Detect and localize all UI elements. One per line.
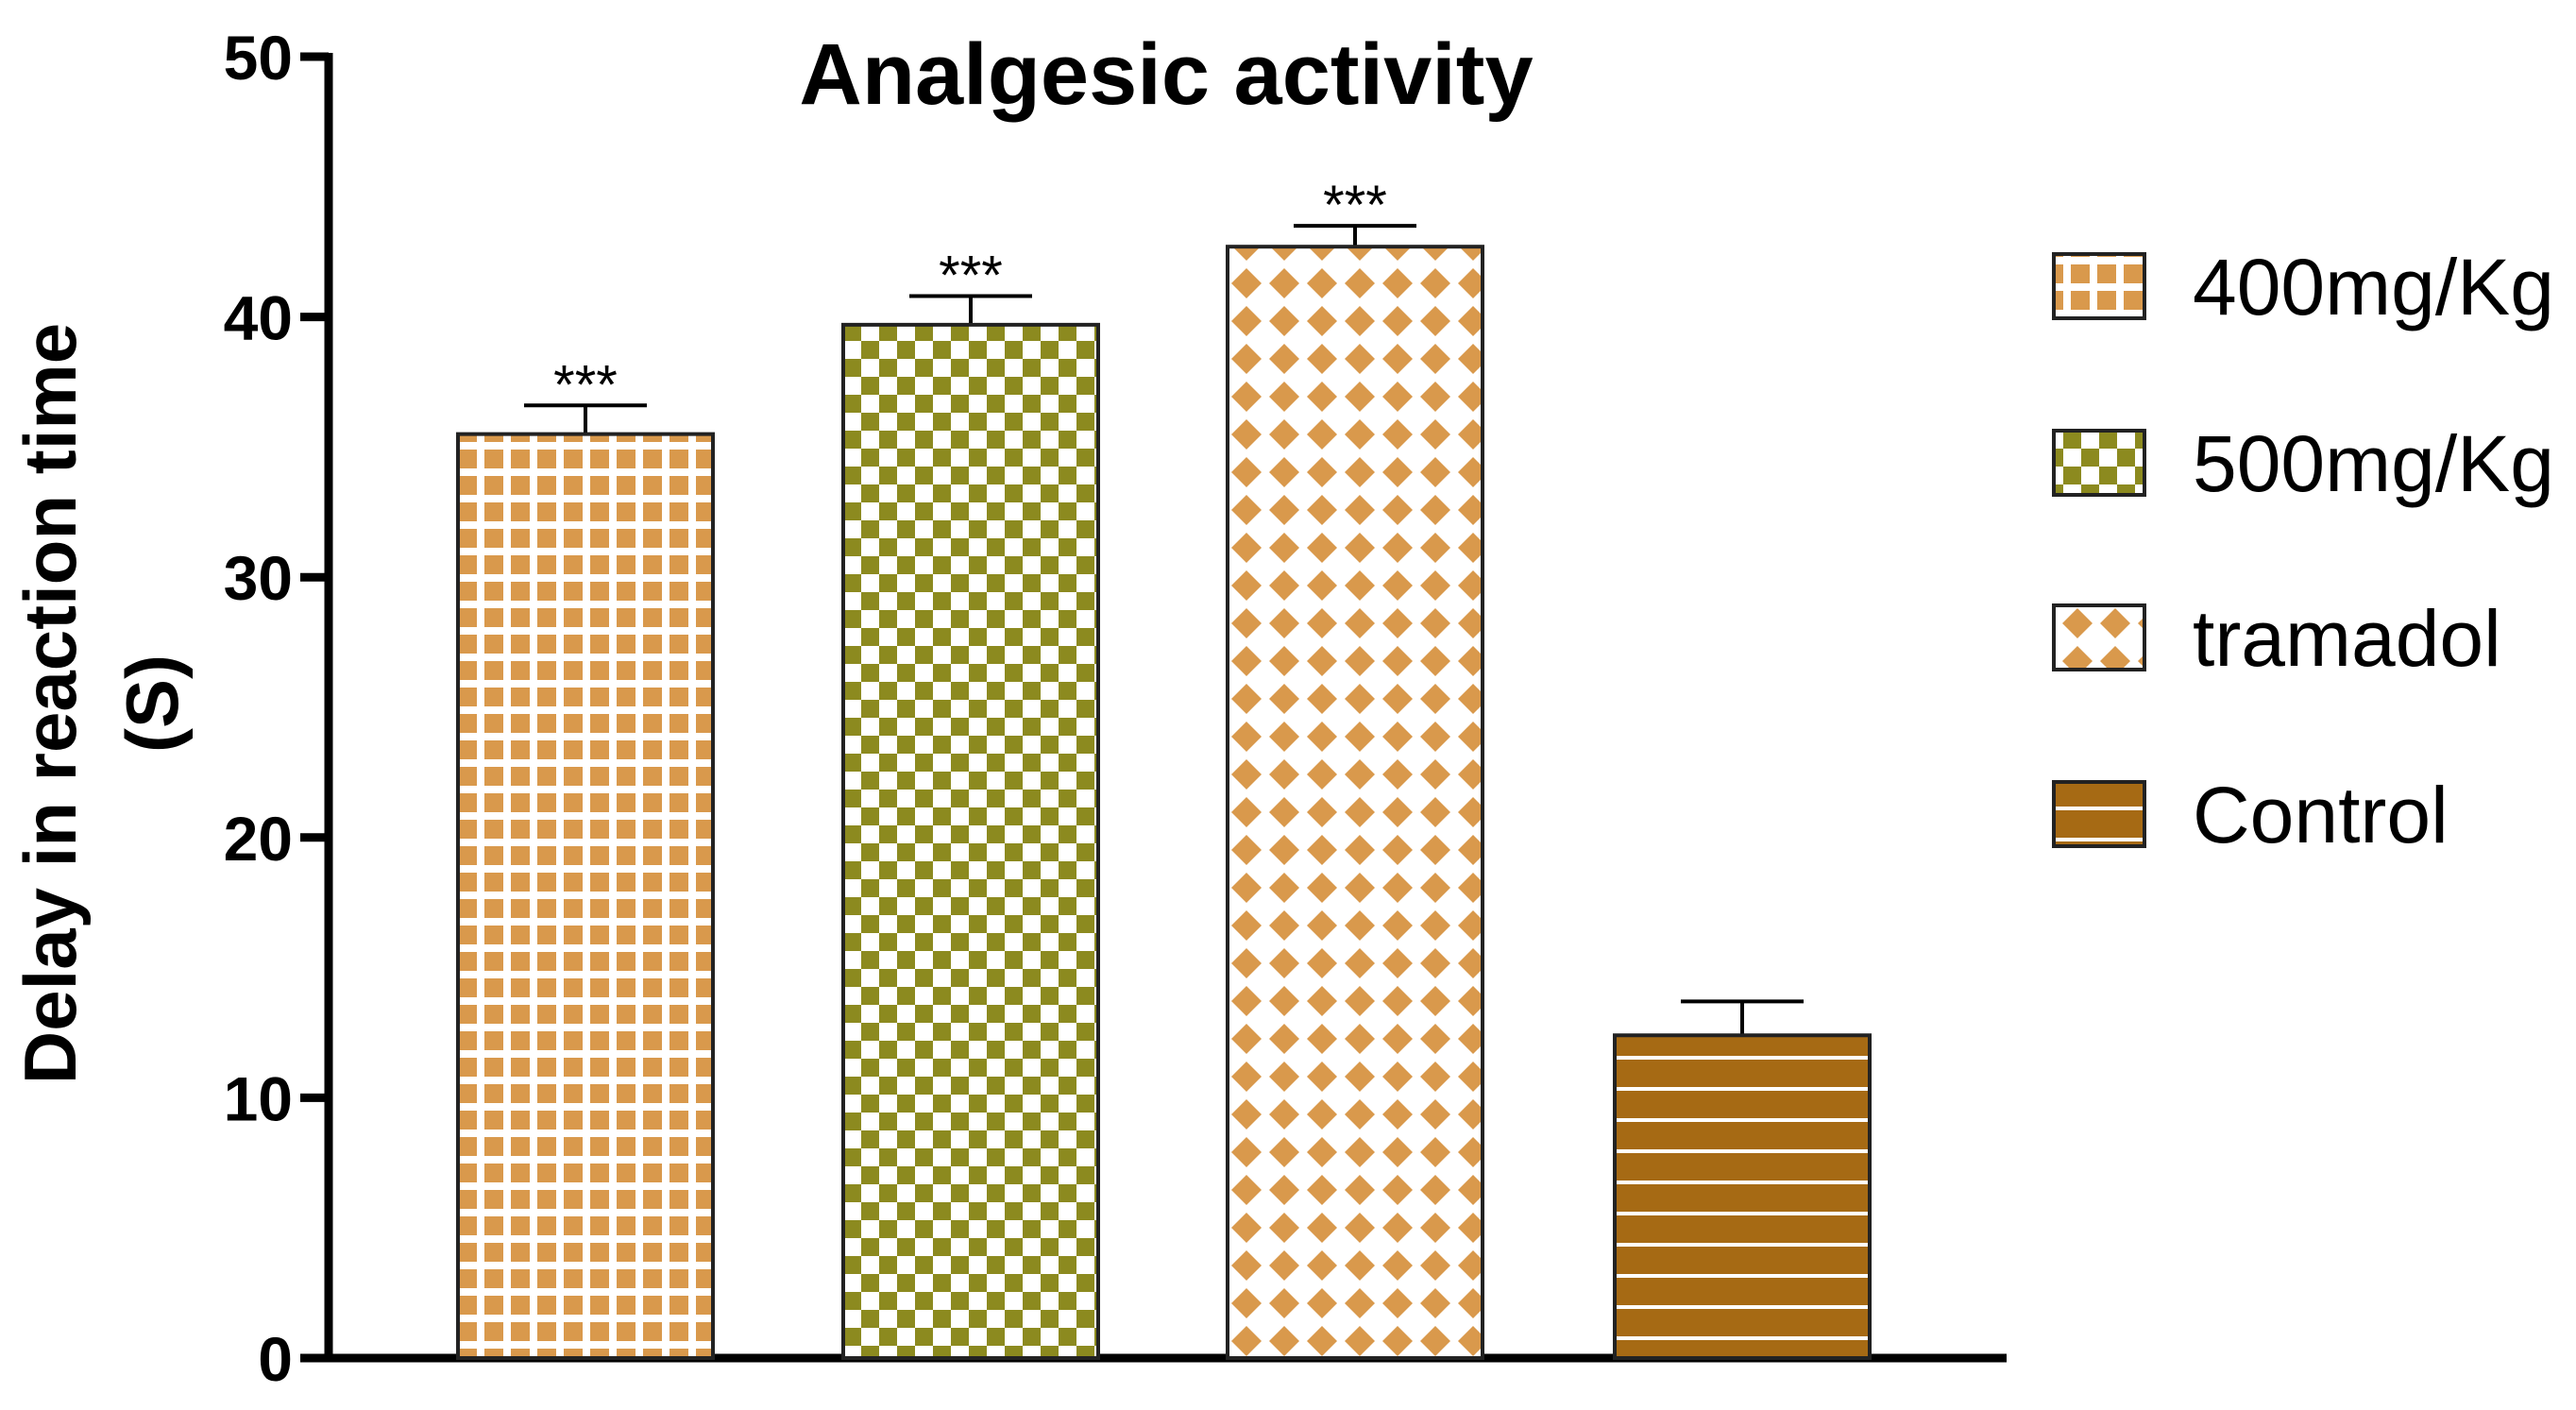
legend-swatch [2052, 429, 2146, 497]
y-tick-label: 40 [224, 283, 293, 353]
legend-label: 400mg/Kg [2193, 243, 2554, 331]
legend-label: 500mg/Kg [2193, 419, 2554, 508]
significance-label: *** [553, 354, 618, 416]
y-axis-ticks: 0 10 20 30 40 50 [224, 23, 329, 1394]
y-tick-label: 10 [224, 1063, 293, 1133]
legend-swatch [2052, 780, 2146, 848]
bar-3 [1226, 245, 1484, 1360]
legend: 400mg/Kg 500mg/Kg tramadol Control [2052, 243, 2554, 859]
y-tick-label: 30 [224, 543, 293, 613]
bar-4 [1613, 1033, 1872, 1360]
significance-label: *** [1323, 175, 1387, 236]
y-axis-label-unit: (S) [110, 654, 194, 753]
significance-label: *** [939, 246, 1003, 307]
legend-label: tramadol [2193, 594, 2501, 683]
chart-title: Analgesic activity [799, 26, 1533, 123]
legend-swatch [2052, 603, 2146, 671]
bar-1 [456, 432, 715, 1360]
bar-2 [841, 322, 1100, 1360]
legend-swatch [2052, 252, 2146, 320]
y-axis-label: Delay in reaction time [8, 323, 92, 1084]
y-tick-label: 0 [258, 1324, 293, 1394]
bars-group: *** *** *** [456, 175, 1872, 1360]
y-tick-label: 50 [224, 23, 293, 93]
y-tick-label: 20 [224, 804, 293, 874]
legend-label: Control [2193, 771, 2449, 859]
